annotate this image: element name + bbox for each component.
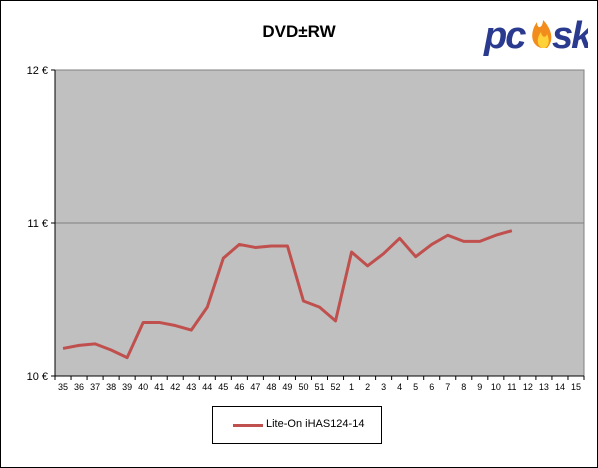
x-tick-label: 1 bbox=[349, 382, 354, 392]
x-tick-label: 48 bbox=[266, 382, 276, 392]
x-tick-label: 14 bbox=[555, 382, 565, 392]
x-tick-label: 47 bbox=[250, 382, 260, 392]
x-tick-label: 50 bbox=[298, 382, 308, 392]
legend-line-swatch bbox=[233, 424, 263, 427]
x-tick-label: 13 bbox=[539, 382, 549, 392]
x-tick-label: 42 bbox=[170, 382, 180, 392]
x-tick-label: 15 bbox=[571, 382, 581, 392]
x-tick-label: 7 bbox=[445, 382, 450, 392]
x-tick-label: 35 bbox=[58, 382, 68, 392]
chart-title: DVD±RW bbox=[262, 22, 336, 41]
svg-text:pc: pc bbox=[483, 15, 526, 56]
pcsk-logo: pc sk bbox=[483, 15, 588, 56]
x-tick-label: 39 bbox=[122, 382, 132, 392]
flame-icon bbox=[532, 20, 552, 48]
legend: Lite-On iHAS124-14 bbox=[212, 406, 382, 444]
x-tick-label: 36 bbox=[74, 382, 84, 392]
x-tick-label: 4 bbox=[397, 382, 402, 392]
x-tick-label: 45 bbox=[218, 382, 228, 392]
y-tick-label: 10 € bbox=[27, 371, 48, 383]
x-tick-label: 8 bbox=[461, 382, 466, 392]
x-tick-label: 41 bbox=[154, 382, 164, 392]
x-tick-label: 11 bbox=[507, 382, 516, 392]
x-tick-label: 6 bbox=[429, 382, 434, 392]
y-tick-label: 12 € bbox=[27, 65, 48, 77]
x-tick-label: 10 bbox=[491, 382, 501, 392]
x-tick-label: 38 bbox=[106, 382, 116, 392]
x-tick-label: 40 bbox=[138, 382, 148, 392]
x-tick-label: 37 bbox=[90, 382, 100, 392]
x-tick-label: 2 bbox=[365, 382, 370, 392]
x-tick-label: 44 bbox=[202, 382, 212, 392]
x-tick-label: 5 bbox=[413, 382, 418, 392]
series-line bbox=[62, 229, 513, 360]
x-tick-label: 3 bbox=[381, 382, 386, 392]
x-tick-label: 49 bbox=[282, 382, 292, 392]
svg-text:sk: sk bbox=[552, 15, 588, 56]
legend-label: Lite-On iHAS124-14 bbox=[266, 418, 365, 430]
x-tick-label: 12 bbox=[523, 382, 533, 392]
x-tick-label: 9 bbox=[477, 382, 482, 392]
y-tick-label: 11 € bbox=[27, 218, 48, 230]
x-tick-label: 43 bbox=[186, 382, 196, 392]
x-tick-label: 52 bbox=[331, 382, 341, 392]
x-tick-label: 51 bbox=[314, 382, 324, 392]
x-tick-label: 46 bbox=[234, 382, 244, 392]
